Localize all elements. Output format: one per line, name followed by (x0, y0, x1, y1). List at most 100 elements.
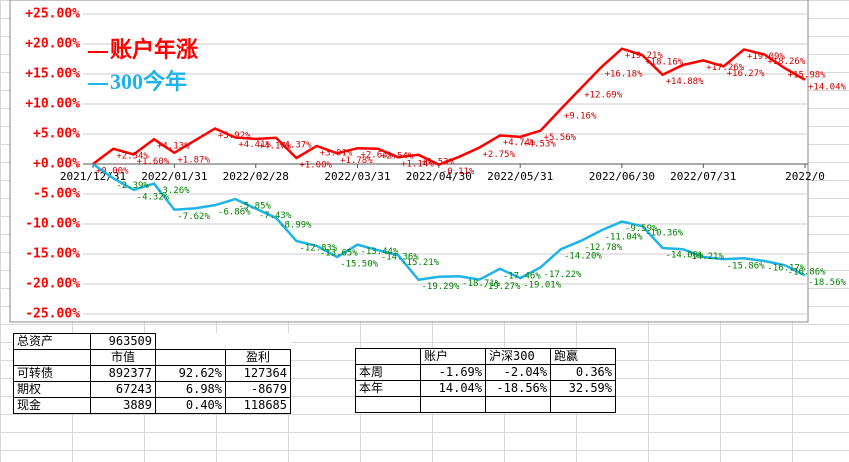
data-label: +4.37% (279, 140, 312, 150)
table-cell: 118685 (225, 397, 291, 414)
x-tick-label: 2022/02/28 (223, 170, 289, 183)
table-cell: 期权 (13, 381, 91, 398)
data-label: +17.26% (706, 63, 745, 73)
chart: +25.00% +20.00% +15.00% +10.00% +5.00% +0.00%… (9, 0, 847, 323)
data-label: -15.50% (340, 260, 379, 270)
data-label: -14.20% (564, 252, 603, 262)
x-tick-label: 2022/03/31 (324, 170, 390, 183)
table-cell: 账户 (420, 348, 486, 365)
table-cell: 6.98% (155, 381, 226, 398)
data-label: +19.09% (747, 52, 786, 62)
data-label: +14.04% (808, 82, 847, 92)
data-label: +4.74% (503, 138, 536, 148)
table-cell: 127364 (225, 365, 291, 382)
y-tick-label: +20.00% (25, 37, 80, 52)
empty-cell (485, 396, 551, 413)
table-cell: -2.04% (485, 364, 551, 381)
data-label: -7.43% (259, 211, 292, 221)
empty-cell (550, 396, 616, 413)
series-line (92, 162, 806, 282)
x-tick-label: 2022/04/30 (406, 170, 472, 183)
data-label: +14.88% (666, 77, 705, 87)
table-cell: -18.56% (485, 380, 551, 397)
data-label: -13.44% (360, 247, 399, 257)
data-label: +4.53% (523, 139, 556, 149)
data-label: -18.56% (808, 278, 847, 288)
data-label: +1.14% (401, 160, 434, 170)
empty-cell (355, 396, 421, 413)
data-label: -15.86% (727, 262, 766, 272)
legend-entry: 300今年 (110, 69, 187, 94)
data-label: +1.00% (299, 161, 332, 171)
table-row: 期权 67243 6.98% -8679 (13, 381, 291, 398)
data-label: -10.36% (645, 229, 684, 239)
data-label: -19.27% (483, 282, 522, 292)
table-row: 可转债 892377 92.62% 127364 (13, 365, 291, 382)
x-tick-label: 2022/0 (785, 170, 825, 183)
table-cell: 市值 (90, 349, 156, 366)
data-label: -17.46% (503, 271, 542, 281)
data-label: +19.21% (625, 51, 664, 61)
data-label: +5.92% (218, 131, 251, 141)
x-tick-label: 2022/07/31 (670, 170, 736, 183)
data-label: +16.27% (727, 69, 766, 79)
data-label: +1.60% (137, 157, 170, 167)
table-cell: 本年 (355, 380, 421, 397)
table-cell: 现金 (13, 397, 91, 414)
data-label: -2.39% (116, 181, 149, 191)
table-cell: 0.36% (550, 364, 616, 381)
data-label: -0.11% (442, 167, 475, 177)
legend-entry: 账户年涨 (110, 37, 198, 62)
assets-table: 总资产 963509 市值 盈利 可转债 892377 92.62% 127364 期权 6724… (13, 333, 291, 414)
data-label: +16.18% (605, 69, 644, 79)
table-header: 市值 盈利 (13, 349, 291, 366)
y-tick-label: -25.00% (25, 307, 80, 322)
table-cell: 沪深300 (485, 348, 551, 365)
data-label: +1.78% (340, 156, 373, 166)
data-label: -17.22% (544, 270, 583, 280)
table-header: 账户 沪深300 跑赢 (355, 348, 616, 365)
data-label: +0.00% (96, 167, 129, 177)
data-label: -3.26% (157, 186, 190, 196)
table-cell: 可转债 (13, 365, 91, 382)
data-label: -7.62% (177, 212, 210, 222)
data-label: +2.63% (360, 151, 393, 161)
data-label: +18.26% (767, 57, 806, 67)
data-label: +2.75% (483, 150, 516, 160)
table-cell: 963509 (90, 333, 156, 350)
table-cell: 892377 (90, 365, 156, 382)
table-cell: 14.04% (420, 380, 486, 397)
data-label: +4.41% (238, 140, 271, 150)
table-cell (355, 348, 421, 365)
y-tick-label: +10.00% (25, 97, 80, 112)
y-tick-label: +15.00% (25, 67, 80, 82)
empty-cell (420, 396, 486, 413)
table-row: 本年 14.04% -18.56% 32.59% (355, 380, 616, 397)
data-label: -14.21% (686, 252, 725, 262)
data-label: -14.00% (666, 251, 705, 261)
data-label: +3.01% (320, 148, 353, 158)
table-cell: 本周 (355, 364, 421, 381)
data-label: -19.29% (421, 282, 460, 292)
y-tick-label: -10.00% (25, 217, 80, 232)
y-tick-label: +5.00% (33, 127, 80, 142)
x-tick-label: 2021/12/31 (60, 170, 126, 183)
table-row (355, 396, 616, 413)
data-label: +5.56% (544, 133, 577, 143)
table-cell: 盈利 (225, 349, 291, 366)
data-label: +1.87% (177, 155, 210, 165)
data-label: -12.78% (584, 243, 623, 253)
table-cell: 总资产 (13, 333, 91, 350)
data-label: -8.99% (279, 220, 312, 230)
table-cell: 0.40% (155, 397, 226, 414)
data-label: +2.54% (381, 151, 414, 161)
table-cell: 3889 (90, 397, 156, 414)
data-label: -12.83% (299, 243, 338, 253)
data-label: -13.65% (320, 248, 359, 258)
data-label: -5.85% (238, 202, 271, 212)
table-cell: -1.69% (420, 364, 486, 381)
y-tick-label: -20.00% (25, 277, 80, 292)
data-label: -16.17% (767, 264, 806, 274)
table-cell (13, 349, 91, 366)
